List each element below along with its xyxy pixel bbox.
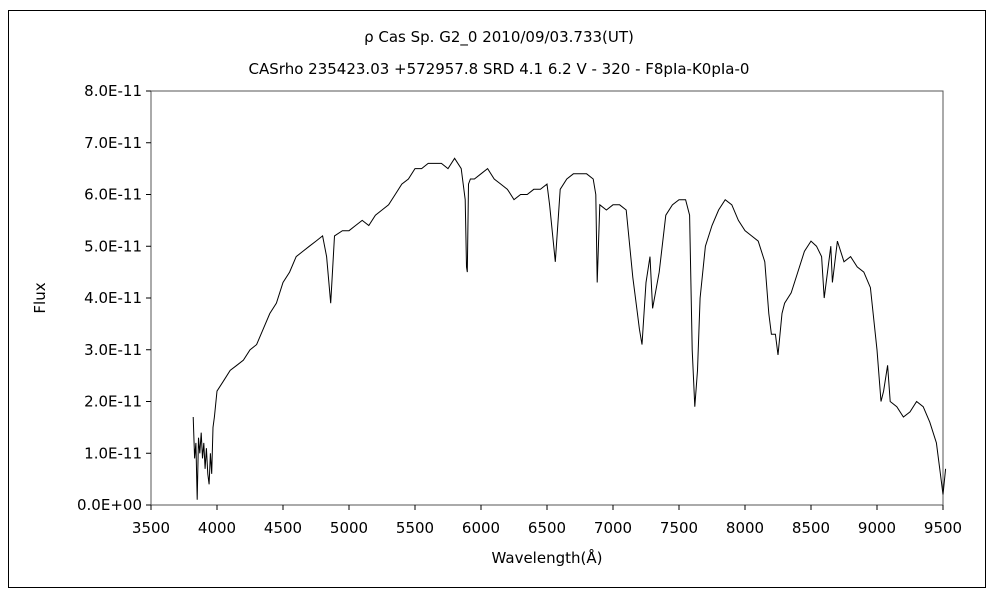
x-tick-label: 9000	[858, 519, 896, 537]
x-tick-label: 9500	[924, 519, 962, 537]
x-tick-label: 5500	[396, 519, 434, 537]
x-tick-label: 4000	[198, 519, 236, 537]
spectrum-chart: ρ Cas Sp. G2_0 2010/09/03.733(UT) CASrho…	[31, 28, 962, 567]
x-tick-label: 3500	[132, 519, 170, 537]
y-tick-label: 1.0E-11	[84, 444, 142, 462]
chart-subtitle: CASrho 235423.03 +572957.8 SRD 4.1 6.2 V…	[249, 60, 750, 78]
y-tick-label: 2.0E-11	[84, 393, 142, 411]
x-tick-label: 7000	[594, 519, 632, 537]
x-tick-label: 6500	[528, 519, 566, 537]
x-tick-label: 6000	[462, 519, 500, 537]
y-tick-label: 6.0E-11	[84, 186, 142, 204]
x-tick-label: 4500	[264, 519, 302, 537]
y-tick-label: 3.0E-11	[84, 341, 142, 359]
x-tick-label: 8000	[726, 519, 764, 537]
x-tick-label: 7500	[660, 519, 698, 537]
chart-frame: ρ Cas Sp. G2_0 2010/09/03.733(UT) CASrho…	[8, 10, 986, 588]
x-axis-ticks: 3500 4000 4500 5000 5500 6000 6500 7000 7500 8000…	[132, 505, 962, 537]
y-tick-label: 4.0E-11	[84, 289, 142, 307]
y-tick-label: 7.0E-11	[84, 134, 142, 152]
y-axis-label: Flux	[31, 282, 49, 313]
x-tick-label: 5000	[330, 519, 368, 537]
x-axis-label: Wavelength(Å)	[492, 548, 603, 567]
spectrum-line	[192, 157, 947, 500]
y-tick-label: 0.0E+00	[77, 496, 142, 514]
y-tick-label: 5.0E-11	[84, 237, 142, 255]
chart-title: ρ Cas Sp. G2_0 2010/09/03.733(UT)	[364, 28, 634, 47]
x-tick-label: 8500	[792, 519, 830, 537]
y-tick-label: 8.0E-11	[84, 82, 142, 100]
y-axis-ticks: 0.0E+00 1.0E-11 2.0E-11 3.0E-11 4.0E-11 5.0E-…	[77, 82, 151, 514]
